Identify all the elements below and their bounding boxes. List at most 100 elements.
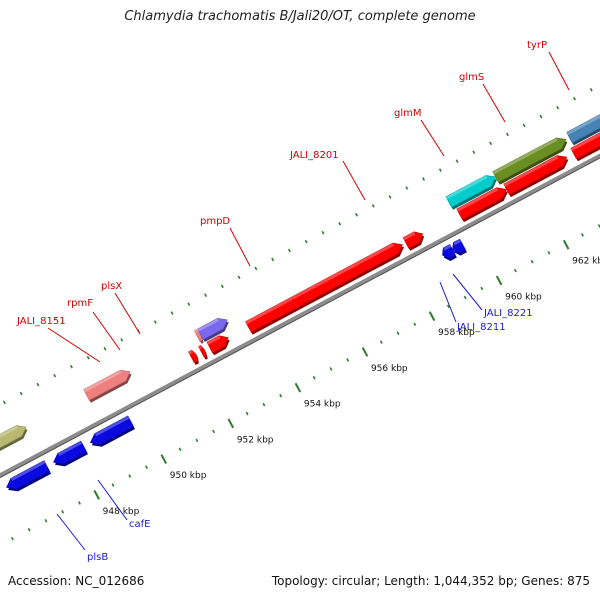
tick-mark <box>227 418 235 429</box>
gene-arrow[interactable] <box>456 187 507 221</box>
gene-highlight <box>570 132 600 151</box>
gene-label-glmm[interactable]: glmM <box>394 108 422 119</box>
gene-label-jali_8151[interactable]: JALI_8151 <box>16 316 66 327</box>
label-leader <box>420 119 445 157</box>
guide-dot <box>338 221 342 226</box>
tick-label: 958 kbp <box>438 328 475 338</box>
gene-highlight <box>503 155 559 187</box>
tick-label: 952 kbp <box>237 435 274 445</box>
tick-mark <box>428 311 436 322</box>
label-leader <box>229 227 251 267</box>
gene-arrow[interactable] <box>442 243 456 259</box>
gene-arrow[interactable] <box>402 231 424 249</box>
gene-label-cafe[interactable]: cafE <box>129 519 150 530</box>
gene-arrow[interactable] <box>188 349 198 363</box>
guide-dot <box>463 295 467 300</box>
guide-dot <box>145 465 148 469</box>
guide-dot <box>262 402 266 407</box>
tick-label: 956 kbp <box>371 364 408 374</box>
gene-label-rpmf[interactable]: rpmF <box>67 298 93 309</box>
gene-highlight <box>445 175 488 200</box>
guide-dot <box>86 355 90 360</box>
guide-dot <box>312 376 316 380</box>
gene-highlight <box>443 244 452 251</box>
guide-dot <box>187 302 191 306</box>
guide-dot <box>446 304 450 309</box>
gene-label-jali_8221[interactable]: JALI_8221 <box>483 308 533 319</box>
guide-dot <box>513 268 517 273</box>
gene-highlight <box>206 335 221 345</box>
guide-dot <box>120 338 124 342</box>
gene-arrow[interactable] <box>245 242 403 333</box>
gene-highlight <box>198 345 203 350</box>
guide-dot <box>589 87 593 92</box>
gene-highlight <box>0 425 18 438</box>
guide-dot <box>153 320 157 324</box>
guide-dot <box>10 536 14 541</box>
guide-dot <box>170 311 174 315</box>
gene-highlight <box>566 114 600 135</box>
guide-dot <box>581 233 584 237</box>
guide-dot <box>271 257 275 262</box>
guide-dot <box>111 483 115 487</box>
gene-features <box>0 108 600 492</box>
tick-label: 962 kbp <box>572 257 600 267</box>
guide-dot <box>321 230 325 235</box>
gene-arrow[interactable] <box>445 175 497 208</box>
gene-arrow[interactable] <box>492 137 567 183</box>
tick-label: 950 kbp <box>170 471 207 481</box>
guide-dot <box>405 186 409 190</box>
gene-label-glms[interactable]: glmS <box>459 72 484 83</box>
tick-mark <box>495 275 503 286</box>
guide-dot <box>489 141 493 146</box>
gene-arrow[interactable] <box>83 369 131 401</box>
gene-arrow[interactable] <box>6 460 51 490</box>
gene-highlight <box>83 370 122 393</box>
guide-dot <box>237 275 241 280</box>
label-leader <box>548 51 570 91</box>
gene-label-jali_8211[interactable]: JALI_8211 <box>456 322 506 333</box>
gene-highlight <box>453 239 462 246</box>
gene-arrow[interactable] <box>452 238 466 254</box>
gene-highlight <box>194 329 198 334</box>
guide-dot <box>396 331 400 335</box>
gene-arrow[interactable] <box>53 440 87 465</box>
label-leader <box>47 327 101 363</box>
accession-text: Accession: NC_012686 <box>8 574 145 588</box>
label-leader <box>342 160 366 201</box>
gene-highlight <box>197 318 219 332</box>
gene-label-plsx[interactable]: plsX <box>101 281 122 292</box>
guide-dot <box>455 159 459 163</box>
guide-dot <box>204 293 208 297</box>
gene-label-pmpd[interactable]: pmpD <box>200 216 230 227</box>
guide-dot <box>388 195 392 199</box>
guide-dot <box>329 367 333 371</box>
gene-arrow[interactable] <box>89 415 134 445</box>
gene-arrow[interactable] <box>206 335 229 354</box>
guide-dot <box>530 259 534 264</box>
gene-label-plsb[interactable]: plsB <box>87 552 108 563</box>
gene-arrow[interactable] <box>198 345 207 358</box>
gene-highlight <box>10 460 46 481</box>
genome-backbone <box>0 153 600 479</box>
tick-mark <box>361 347 369 357</box>
gene-highlight <box>245 243 395 325</box>
gene-arrow[interactable] <box>197 317 228 340</box>
guide-dot <box>279 393 283 398</box>
label-leader <box>482 83 506 123</box>
guide-dot <box>573 96 576 101</box>
page-title: Chlamydia trachomatis B/Jali20/OT, compl… <box>124 9 476 24</box>
gene-label-jali_8201[interactable]: JALI_8201 <box>289 150 339 161</box>
gene-arrow[interactable] <box>570 122 600 160</box>
guide-dot <box>36 382 40 387</box>
label-leader <box>56 513 86 551</box>
gene-arrow[interactable] <box>566 108 600 144</box>
guide-dot <box>413 322 417 327</box>
tick-mark <box>294 382 302 393</box>
gene-arrow[interactable] <box>193 329 203 342</box>
gene-arrow[interactable] <box>0 425 27 451</box>
guide-dot <box>539 114 543 119</box>
gene-arrow[interactable] <box>503 155 568 196</box>
gene-label-tyrp[interactable]: tyrP <box>527 40 547 51</box>
guide-dot <box>220 284 224 289</box>
